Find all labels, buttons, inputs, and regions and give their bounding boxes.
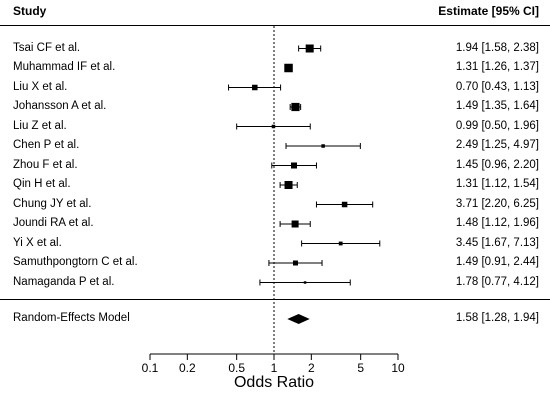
estimate-label: 0.99 [0.50, 1.96] — [455, 119, 539, 132]
estimate-label: 1.49 [1.35, 1.64] — [455, 100, 539, 112]
study-label: Liu X et al. — [13, 80, 68, 93]
study-label: Namaganda P et al. — [13, 275, 115, 288]
study-label: Yi X et al. — [13, 236, 62, 249]
study-label: Zhou F et al. — [13, 158, 78, 171]
study-label: Tsai CF et al. — [13, 41, 81, 54]
point-estimate — [291, 162, 298, 169]
point-estimate — [321, 144, 325, 148]
study-label: Johansson A et al. — [13, 100, 107, 112]
summary-label: Random-Effects Model — [13, 312, 130, 324]
x-tick-label: 0.2 — [178, 361, 196, 375]
x-tick-label: 5 — [357, 361, 365, 375]
estimate-label: 0.70 [0.43, 1.13] — [455, 80, 539, 93]
study-label: Qin H et al. — [13, 178, 71, 190]
column-header-study: Study — [13, 4, 47, 18]
study-label: Joundi RA et al. — [13, 217, 94, 229]
point-estimate — [341, 201, 348, 208]
point-estimate — [284, 63, 293, 73]
summary-estimate-label: 1.58 [1.28, 1.94] — [455, 312, 539, 324]
x-tick-label: 1 — [270, 361, 278, 375]
estimate-label: 1.45 [0.96, 2.20] — [455, 158, 539, 171]
point-estimate — [271, 124, 276, 129]
study-label: Liu Z et al. — [13, 119, 67, 132]
estimate-label: 1.49 [0.91, 2.44] — [455, 256, 539, 268]
point-estimate — [292, 260, 298, 266]
study-label: Chung JY et al. — [13, 197, 92, 210]
x-tick-label: 0.1 — [141, 361, 159, 375]
x-axis-label: Odds Ratio — [233, 374, 315, 391]
estimate-label: 3.45 [1.67, 7.13] — [455, 236, 539, 249]
column-header-estimate: Estimate [95% CI] — [438, 4, 539, 18]
estimate-label: 2.49 [1.25, 4.97] — [455, 139, 539, 151]
x-tick-label: 2 — [307, 361, 315, 375]
estimate-label: 1.31 [1.26, 1.37] — [455, 61, 539, 73]
point-estimate — [305, 44, 314, 53]
point-estimate — [291, 102, 300, 112]
study-label: Chen P et al. — [13, 139, 80, 151]
point-estimate — [338, 241, 343, 246]
estimate-label: 1.94 [1.58, 2.38] — [455, 41, 539, 54]
estimate-label: 1.78 [0.77, 4.12] — [455, 275, 539, 288]
estimate-label: 1.31 [1.12, 1.54] — [455, 178, 539, 190]
point-estimate — [284, 181, 293, 189]
study-label: Samuthpongtorn C et al. — [13, 256, 138, 268]
x-tick-label: 10 — [391, 361, 405, 375]
point-estimate — [303, 281, 307, 284]
summary-diamond — [287, 314, 310, 324]
estimate-label: 3.71 [2.20, 6.25] — [455, 197, 539, 210]
estimate-label: 1.48 [1.12, 1.96] — [455, 217, 539, 229]
point-estimate — [252, 84, 258, 91]
x-tick-label: 0.5 — [228, 361, 246, 375]
study-label: Muhammad IF et al. — [13, 61, 116, 73]
point-estimate — [291, 220, 299, 228]
